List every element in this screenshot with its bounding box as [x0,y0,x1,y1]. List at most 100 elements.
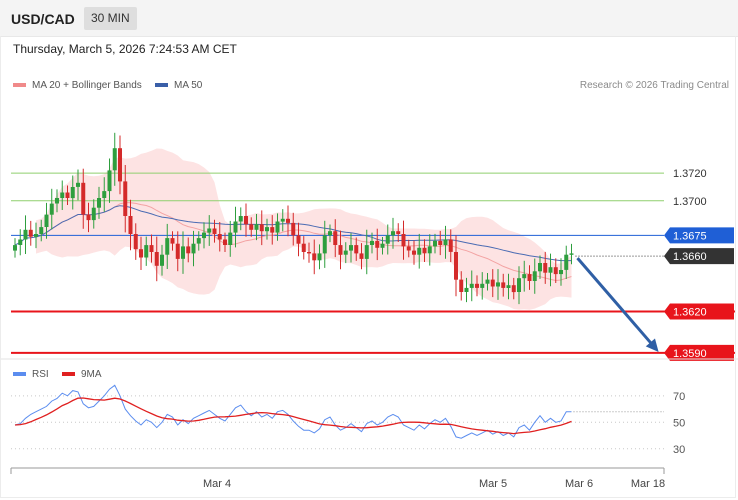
x-tick-label-3: Mar 18 [631,478,665,490]
candle-body-78 [422,247,427,254]
candle-body-69 [375,240,380,248]
candle-body-84 [454,252,458,280]
candle-body-66 [359,253,364,259]
candle-body-25 [144,245,149,258]
candle-body-9 [60,192,65,198]
candle-body-102 [548,267,553,273]
candle-body-2 [23,229,28,240]
rsi-swatch [13,372,26,377]
candle-body-60 [328,231,332,236]
legend-9ma-label: 9MA [81,369,102,380]
candle-body-7 [49,203,54,215]
ma50-swatch [155,83,168,88]
candle-body-96 [517,278,521,292]
ma20-swatch [13,83,26,88]
candle-body-22 [128,216,133,234]
candle-body-48 [265,227,269,232]
candle-body-89 [480,283,485,288]
candle-body-53 [291,222,296,236]
candle-body-17 [102,191,107,198]
candle-body-75 [406,246,411,251]
timestamp-label: Thursday, March 5, 2026 7:24:53 AM CET [13,42,237,56]
candle-body-61 [333,231,338,245]
current-label-3: 1.3660 [673,251,707,263]
candle-body-20 [118,148,122,182]
support-label-box-5 [664,344,734,361]
pivot-label-2: 1.3675 [673,230,707,242]
candle-body-5 [39,227,44,234]
legend-ma20-label: MA 20 + Bollinger Bands [32,80,142,91]
rsi-series-9ma [14,397,572,435]
rsi-tick-label-70: 70 [673,391,685,403]
candle-body-100 [538,263,542,272]
candle-body-28 [160,254,164,266]
x-tick-label-1: Mar 5 [479,478,507,490]
support-label-4: 1.3620 [673,306,707,318]
candle-body-31 [175,243,180,259]
candle-body-16 [97,198,101,208]
candle-body-71 [385,235,390,244]
legend-ma50: MA 50 [155,80,202,91]
candle-body-49 [270,227,275,233]
candle-body-104 [559,270,563,275]
bollinger-band [36,148,572,310]
candle-body-82 [443,239,448,245]
candle-body-6 [44,214,49,227]
timeframe-button[interactable]: 30 MIN [84,7,137,30]
candle-body-63 [343,250,348,255]
support-label-5: 1.3590 [673,348,707,360]
candle-body-36 [202,232,206,239]
candle-body-97 [522,274,527,279]
candle-body-26 [149,245,154,252]
candle-body-73 [396,231,401,234]
candle-body-106 [569,253,574,255]
candle-body-93 [501,282,506,288]
resistance-label-0: 1.3720 [673,168,707,180]
candle-body-68 [370,240,374,245]
candle-body-52 [286,218,290,223]
candle-body-76 [412,250,416,255]
ma9-swatch [62,372,75,377]
candle-body-41 [228,232,233,245]
candle-body-45 [249,224,254,230]
candle-body-10 [65,192,70,198]
candle-body-56 [307,252,311,254]
candle-body-59 [322,235,327,254]
candle-body-39 [217,234,222,240]
candle-body-64 [349,245,353,251]
candle-body-70 [380,243,385,248]
candle-body-81 [438,240,443,245]
candle-body-103 [553,267,558,275]
candle-body-92 [496,282,500,287]
candle-body-74 [401,234,406,247]
candle-body-88 [475,283,479,288]
legend-rsi-label: RSI [32,369,49,380]
forecast-arrow-line [576,257,658,350]
candle-body-24 [139,249,143,258]
candle-body-65 [354,245,359,254]
candle-body-12 [76,182,80,187]
rsi-tick-label-30: 30 [673,444,685,456]
header-bar: USD/CAD 30 MIN [0,0,738,37]
x-tick-label-2: Mar 6 [565,478,593,490]
forecast-arrow-head [645,338,659,352]
candle-body-101 [543,263,548,273]
candle-body-27 [154,252,159,266]
candle-body-77 [417,247,422,255]
candle-body-40 [223,239,227,245]
credit-text: Research © 2026 Trading Central [579,80,729,91]
candle-body-0 [13,245,17,251]
candle-body-72 [391,231,395,236]
candle-body-80 [433,240,437,247]
candle-body-83 [448,239,453,252]
candle-body-54 [296,235,301,244]
candle-body-11 [70,187,75,199]
candle-body-35 [196,238,201,244]
current-label-box-3 [664,248,734,265]
candle-body-90 [485,279,490,284]
candle-body-38 [212,228,217,234]
candle-body-85 [459,279,464,292]
candle-body-4 [34,234,38,237]
legend-ma20: MA 20 + Bollinger Bands [13,80,142,91]
